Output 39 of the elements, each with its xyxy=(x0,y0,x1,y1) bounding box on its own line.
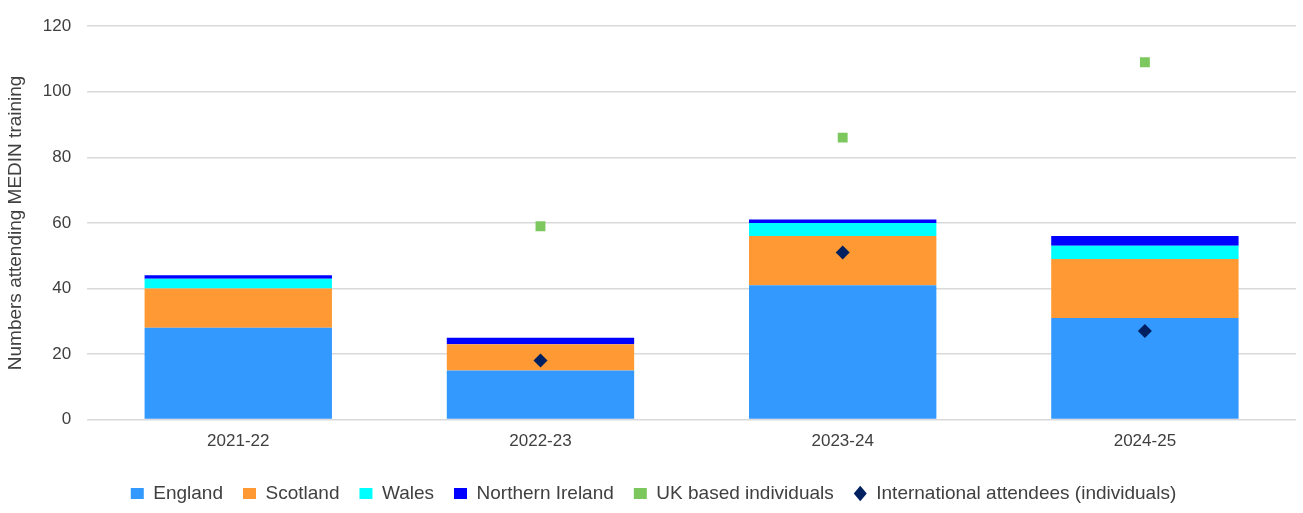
y-axis-title: Numbers attending MEDIN training xyxy=(3,75,25,371)
point xyxy=(535,221,546,232)
bar xyxy=(144,327,332,419)
y-tick-label: 0 xyxy=(61,409,72,429)
x-tick-label: 2021-22 xyxy=(207,431,270,451)
legend-label: England xyxy=(153,481,224,503)
bar xyxy=(749,222,937,237)
bar xyxy=(749,285,937,419)
point xyxy=(835,245,850,260)
y-tick-label: 40 xyxy=(52,278,72,298)
bar xyxy=(1051,236,1239,246)
legend-label: Scotland xyxy=(265,481,340,503)
x-tick-label: 2022-23 xyxy=(509,431,572,451)
y-tick-label: 20 xyxy=(52,343,72,363)
legend-label: Northern Ireland xyxy=(476,481,614,503)
y-tick-label: 100 xyxy=(42,81,72,101)
x-tick-label: 2023-24 xyxy=(811,431,874,451)
point xyxy=(837,132,848,143)
bar xyxy=(144,288,332,328)
bar xyxy=(446,370,635,419)
bar xyxy=(1051,317,1239,419)
y-tick-label: 60 xyxy=(52,212,72,232)
y-tick-label: 120 xyxy=(42,15,72,35)
bar xyxy=(1051,245,1239,259)
bar xyxy=(446,344,635,371)
point xyxy=(1137,324,1152,339)
bar xyxy=(446,337,635,345)
legend-label: UK based individuals xyxy=(656,481,834,503)
legend-label: International attendees (individuals) xyxy=(876,481,1177,503)
bar xyxy=(749,236,937,286)
legend-label: Wales xyxy=(381,481,435,503)
bar xyxy=(144,275,332,279)
bar xyxy=(144,278,332,289)
x-tick-label: 2024-25 xyxy=(1113,431,1177,451)
bar xyxy=(749,219,937,223)
bar xyxy=(1051,258,1239,318)
y-tick-label: 80 xyxy=(52,147,72,167)
point xyxy=(1139,57,1150,68)
point xyxy=(533,353,548,368)
